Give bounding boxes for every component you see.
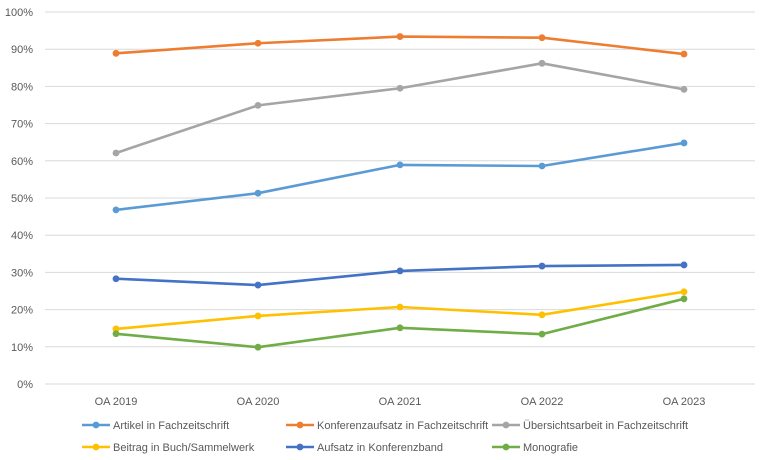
legend-item: Übersichtsarbeit in Fachzeitschrift: [492, 420, 688, 432]
data-point: [538, 59, 546, 67]
data-point: [254, 189, 262, 197]
legend-item: Beitrag in Buch/Sammelwerk: [82, 442, 255, 454]
y-tick-label: 10%: [11, 342, 33, 354]
x-tick-label: OA 2020: [237, 396, 280, 408]
data-point: [254, 101, 262, 109]
y-axis: 0% 10% 20% 30% 40% 50% 60% 70% 80% 90% 100%: [5, 7, 33, 391]
series-0: [112, 139, 688, 214]
data-point: [680, 139, 688, 147]
data-point: [396, 33, 404, 40]
legend-marker: [92, 443, 100, 451]
legend: Artikel in Fachzeitschrift Konferenzaufsa…: [82, 420, 688, 454]
x-axis: OA 2019 OA 2020 OA 2021 OA 2022 OA 2023: [95, 396, 706, 408]
data-point: [396, 267, 404, 275]
data-point: [396, 303, 404, 311]
y-tick-label: 40%: [11, 230, 33, 242]
x-tick-label: OA 2021: [379, 396, 422, 408]
data-point: [254, 39, 262, 47]
data-point: [680, 85, 688, 93]
data-point: [680, 295, 688, 303]
data-point: [254, 343, 262, 351]
y-tick-label: 30%: [11, 267, 33, 279]
legend-item: Konferenzaufsatz in Fachzeitschrift: [286, 420, 488, 432]
data-point: [112, 206, 120, 214]
data-point: [538, 330, 546, 338]
data-point: [396, 84, 404, 92]
legend-label: Aufsatz in Konferenzband: [317, 442, 443, 454]
y-tick-label: 0%: [17, 379, 33, 391]
data-point: [538, 262, 546, 270]
data-point: [538, 311, 546, 319]
y-tick-label: 70%: [11, 119, 33, 131]
x-tick-label: OA 2019: [95, 396, 138, 408]
data-point: [396, 161, 404, 169]
data-point: [112, 330, 120, 338]
legend-item: Artikel in Fachzeitschrift: [82, 420, 229, 432]
data-point: [680, 50, 688, 58]
legend-label: Konferenzaufsatz in Fachzeitschrift: [317, 420, 488, 432]
series-1: [112, 33, 688, 58]
y-tick-label: 100%: [5, 7, 33, 19]
legend-label: Monografie: [523, 442, 578, 454]
x-tick-label: OA 2023: [663, 396, 706, 408]
data-point: [680, 261, 688, 269]
legend-marker: [92, 421, 100, 429]
y-tick-label: 90%: [11, 44, 33, 56]
series-5: [112, 295, 688, 351]
series-2: [112, 59, 688, 157]
y-tick-label: 50%: [11, 193, 33, 205]
legend-marker: [296, 443, 304, 451]
series-4: [112, 261, 688, 289]
y-tick-label: 60%: [11, 156, 33, 168]
data-point: [112, 275, 120, 283]
legend-label: Artikel in Fachzeitschrift: [113, 420, 229, 432]
legend-label: Beitrag in Buch/Sammelwerk: [113, 442, 255, 454]
series-3: [112, 288, 688, 333]
data-point: [254, 281, 262, 289]
series-line: [114, 141, 686, 212]
data-point: [538, 162, 546, 170]
series-line: [114, 62, 686, 155]
x-tick-label: OA 2022: [521, 396, 564, 408]
legend-marker: [502, 421, 510, 429]
legend-marker: [296, 421, 304, 429]
data-point: [680, 288, 688, 296]
data-point: [396, 324, 404, 332]
data-point: [538, 34, 546, 42]
data-point: [112, 149, 120, 157]
data-point: [254, 312, 262, 320]
legend-item: Monografie: [492, 442, 578, 454]
legend-label: Übersichtsarbeit in Fachzeitschrift: [523, 420, 688, 432]
y-tick-label: 80%: [11, 81, 33, 93]
data-point: [112, 49, 120, 57]
legend-marker: [502, 443, 510, 451]
y-tick-label: 20%: [11, 305, 33, 317]
legend-item: Aufsatz in Konferenzband: [286, 442, 443, 454]
data-point: [112, 325, 120, 333]
